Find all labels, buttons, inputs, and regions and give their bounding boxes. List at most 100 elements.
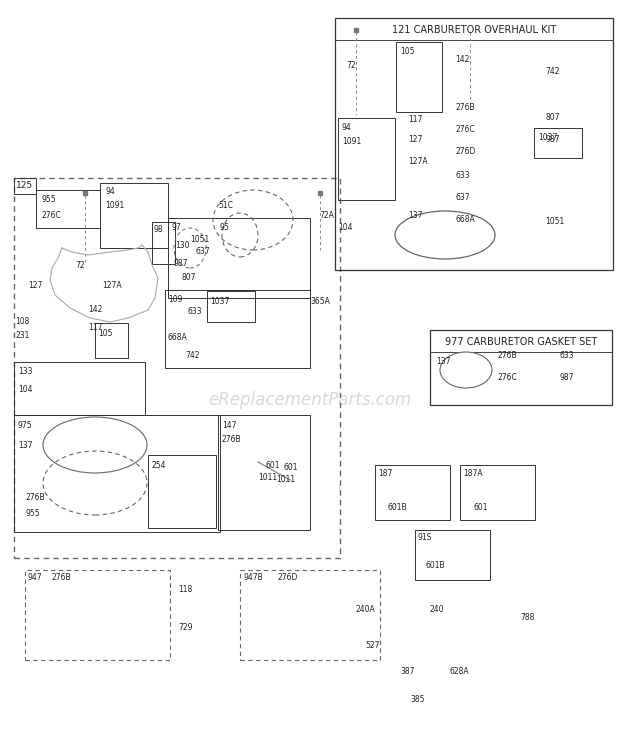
Bar: [338, 118, 395, 200]
Text: 276C: 276C: [455, 126, 475, 135]
Text: 601: 601: [473, 502, 487, 512]
Text: 628A: 628A: [450, 667, 469, 676]
Text: 276C: 276C: [498, 373, 518, 382]
Text: 729: 729: [178, 623, 192, 632]
Text: 98: 98: [154, 225, 164, 234]
Text: 601: 601: [283, 463, 298, 472]
Text: 142: 142: [88, 306, 102, 315]
Bar: [36, 190, 100, 228]
Text: 788: 788: [520, 614, 534, 623]
Text: 133: 133: [18, 368, 32, 376]
Text: 276B: 276B: [52, 574, 72, 583]
Text: 121 CARBURETOR OVERHAUL KIT: 121 CARBURETOR OVERHAUL KIT: [392, 25, 556, 35]
Text: 105: 105: [400, 48, 415, 57]
Text: 117: 117: [408, 115, 422, 124]
Text: 240A: 240A: [355, 606, 374, 615]
Text: 108: 108: [15, 318, 29, 327]
Bar: [218, 415, 310, 530]
Text: 127A: 127A: [408, 158, 428, 167]
Bar: [95, 323, 128, 358]
Text: 633: 633: [455, 172, 469, 181]
Bar: [375, 465, 450, 520]
Bar: [430, 330, 612, 405]
Bar: [152, 222, 175, 264]
Bar: [240, 570, 380, 660]
Text: 365A: 365A: [310, 298, 330, 307]
Text: 97: 97: [172, 223, 182, 232]
Text: 127: 127: [28, 280, 42, 289]
Text: 977 CARBURETOR GASKET SET: 977 CARBURETOR GASKET SET: [445, 337, 597, 347]
Text: 1011: 1011: [258, 473, 277, 483]
Text: 231: 231: [15, 330, 29, 339]
Text: 987: 987: [545, 135, 559, 144]
Text: 276C: 276C: [42, 211, 62, 219]
Text: 94: 94: [342, 124, 352, 132]
Text: 1051: 1051: [545, 217, 564, 226]
Bar: [25, 570, 170, 660]
Bar: [14, 178, 340, 558]
Text: 91S: 91S: [418, 533, 432, 542]
Text: 125: 125: [16, 182, 33, 190]
Bar: [14, 362, 145, 415]
Text: 95: 95: [220, 223, 230, 232]
Text: 142: 142: [455, 56, 469, 65]
Text: 637: 637: [455, 193, 469, 202]
Text: 130: 130: [175, 240, 190, 249]
Text: 240: 240: [430, 606, 445, 615]
Text: 601B: 601B: [425, 560, 445, 569]
Text: 807: 807: [181, 274, 195, 283]
Text: 254: 254: [152, 461, 167, 469]
Bar: [14, 415, 220, 532]
Text: 118: 118: [178, 586, 192, 594]
Text: 633: 633: [188, 307, 203, 316]
Text: 127A: 127A: [102, 280, 122, 289]
Ellipse shape: [395, 211, 495, 259]
Text: 72: 72: [346, 60, 356, 69]
Bar: [460, 465, 535, 520]
Text: 276B: 276B: [25, 493, 45, 502]
Text: 385: 385: [410, 696, 425, 705]
Text: 1011: 1011: [276, 475, 295, 484]
Text: 137: 137: [18, 440, 32, 449]
Bar: [148, 455, 216, 528]
Text: 742: 742: [545, 68, 559, 77]
Text: 276D: 276D: [455, 147, 476, 156]
Text: 668A: 668A: [168, 333, 188, 342]
Bar: [335, 18, 613, 270]
Text: 1051: 1051: [190, 236, 210, 245]
Text: 987: 987: [173, 260, 187, 269]
Text: 947: 947: [28, 574, 43, 583]
Text: eReplacementParts.com: eReplacementParts.com: [208, 391, 412, 409]
Text: 117: 117: [88, 324, 102, 333]
Text: 975: 975: [18, 420, 33, 429]
Bar: [168, 218, 310, 298]
Text: 104: 104: [338, 223, 353, 232]
Text: 94: 94: [105, 187, 115, 196]
Text: 72: 72: [75, 260, 84, 269]
Text: 527: 527: [365, 641, 379, 650]
Text: 955: 955: [42, 196, 56, 205]
Ellipse shape: [440, 352, 492, 388]
Text: 807: 807: [545, 114, 559, 123]
Text: 601B: 601B: [388, 502, 407, 512]
Text: 104: 104: [18, 385, 32, 394]
Text: 137: 137: [436, 358, 451, 367]
Text: 1037: 1037: [210, 298, 229, 307]
Bar: [396, 42, 442, 112]
Text: 72A: 72A: [319, 211, 334, 219]
Text: 137: 137: [408, 211, 422, 219]
Text: 276B: 276B: [222, 435, 242, 444]
Text: 1091: 1091: [105, 200, 124, 210]
Text: 187: 187: [378, 469, 392, 478]
Text: 1037: 1037: [538, 133, 557, 143]
Text: 633: 633: [560, 351, 575, 361]
Bar: [165, 290, 310, 368]
Text: 109: 109: [168, 295, 182, 304]
Text: 987: 987: [560, 373, 575, 382]
Text: 1091: 1091: [342, 138, 361, 147]
Bar: [100, 183, 168, 248]
Text: 276B: 276B: [498, 351, 518, 361]
Text: 947B: 947B: [244, 574, 264, 583]
Text: 742: 742: [185, 350, 200, 359]
Text: 276D: 276D: [278, 574, 298, 583]
